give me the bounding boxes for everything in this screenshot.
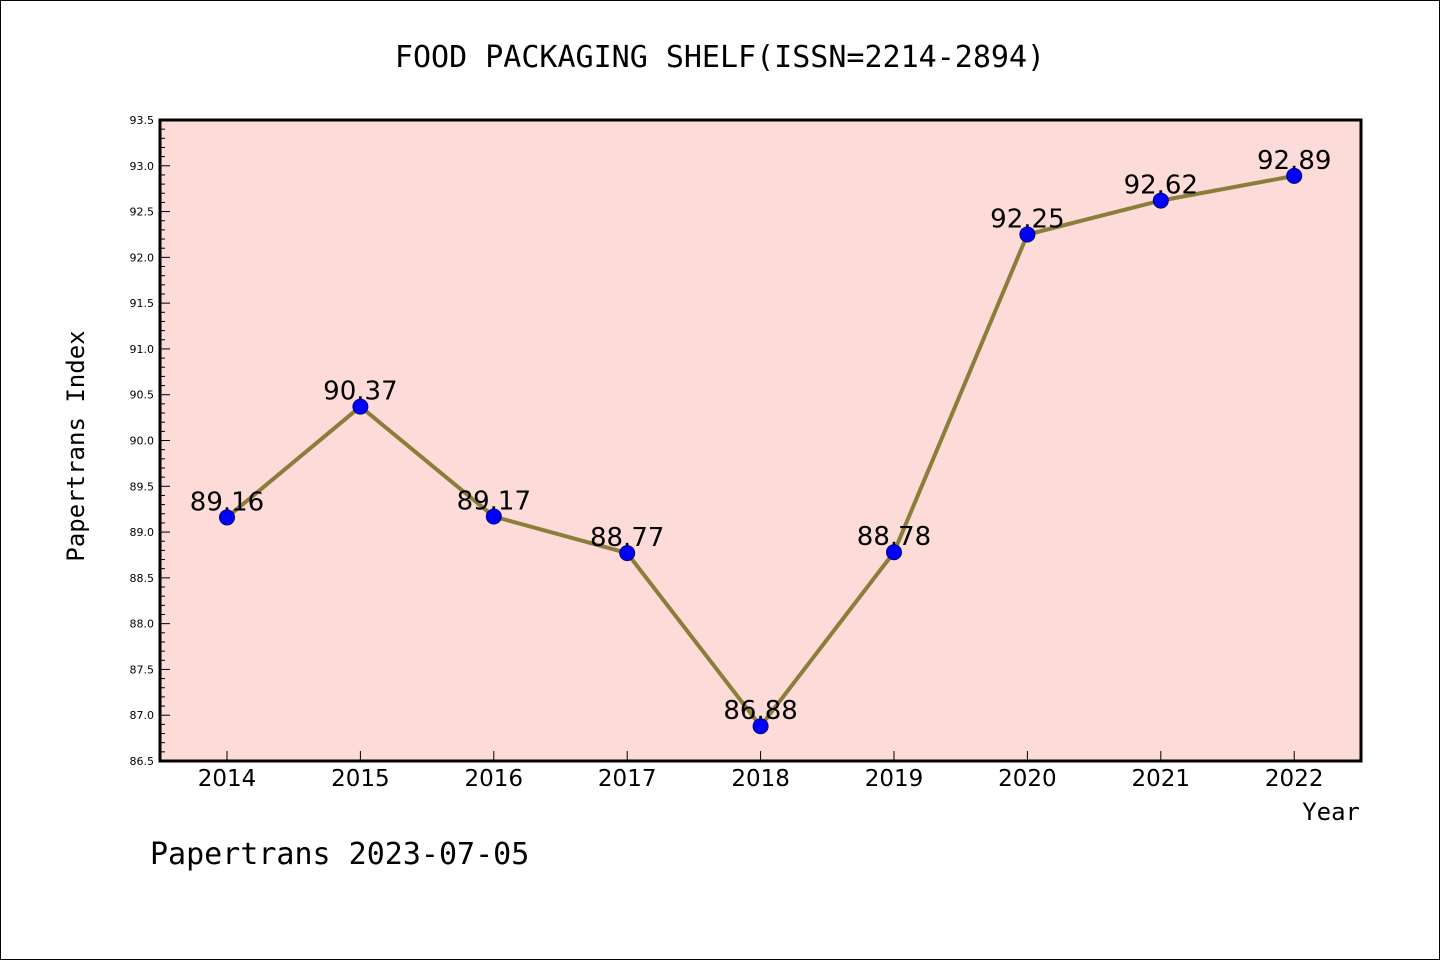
x-tick-label: 2016 — [465, 766, 524, 792]
plot-area — [160, 120, 1361, 761]
y-tick-label: 90.5 — [130, 389, 155, 402]
data-point — [1286, 167, 1303, 184]
x-tick-label: 2017 — [598, 766, 657, 792]
y-tick-label: 89.5 — [130, 480, 155, 493]
data-point — [1019, 226, 1036, 243]
y-tick-label: 92.5 — [130, 206, 155, 219]
x-tick-label: 2022 — [1265, 766, 1324, 792]
data-point — [886, 544, 902, 561]
plot-border — [158, 118, 1363, 763]
y-axis-label: Papertrans Index — [62, 330, 90, 561]
data-point — [752, 718, 769, 735]
y-tick-label: 91.5 — [130, 297, 155, 310]
y-tick-label: 90.0 — [130, 435, 155, 448]
y-tick-label: 88.5 — [130, 572, 155, 585]
data-markers — [219, 167, 1303, 735]
data-point — [619, 545, 636, 562]
y-tick-label: 88.0 — [130, 618, 155, 631]
y-tick-label: 86.5 — [130, 755, 155, 768]
x-tick-label: 2015 — [331, 766, 390, 792]
y-tick-label: 91.0 — [130, 343, 155, 356]
y-axis-ticks: 86.5 87.0 87.5 88.0 88.5 89.0 89.5 90.0 90.5 91.0… — [130, 114, 170, 768]
data-point — [485, 508, 502, 525]
x-tick-label: 2020 — [998, 766, 1057, 792]
chart-title: FOOD PACKAGING SHELF(ISSN=2214-2894) — [395, 40, 1045, 75]
y-tick-label: 92.0 — [130, 251, 155, 264]
x-tick-label: 2018 — [731, 766, 790, 792]
x-tick-label: 2014 — [198, 766, 257, 792]
data-point — [219, 509, 235, 526]
y-tick-label: 87.0 — [130, 709, 155, 722]
x-tick-label: 2021 — [1132, 766, 1191, 792]
x-tick-label: 2019 — [865, 766, 924, 792]
x-axis-ticks: 2014 2015 2016 2017 2018 2019 2020 2021 2022 — [198, 751, 1324, 792]
footer-date-label: Papertrans 2023-07-05 — [150, 837, 529, 872]
x-axis-label: Year — [1302, 798, 1360, 826]
data-point — [352, 398, 369, 415]
y-tick-label: 93.5 — [130, 114, 155, 127]
y-tick-label: 89.0 — [130, 526, 155, 539]
y-tick-label: 93.0 — [130, 160, 155, 173]
data-point — [1152, 192, 1169, 209]
y-tick-label: 87.5 — [130, 663, 155, 676]
